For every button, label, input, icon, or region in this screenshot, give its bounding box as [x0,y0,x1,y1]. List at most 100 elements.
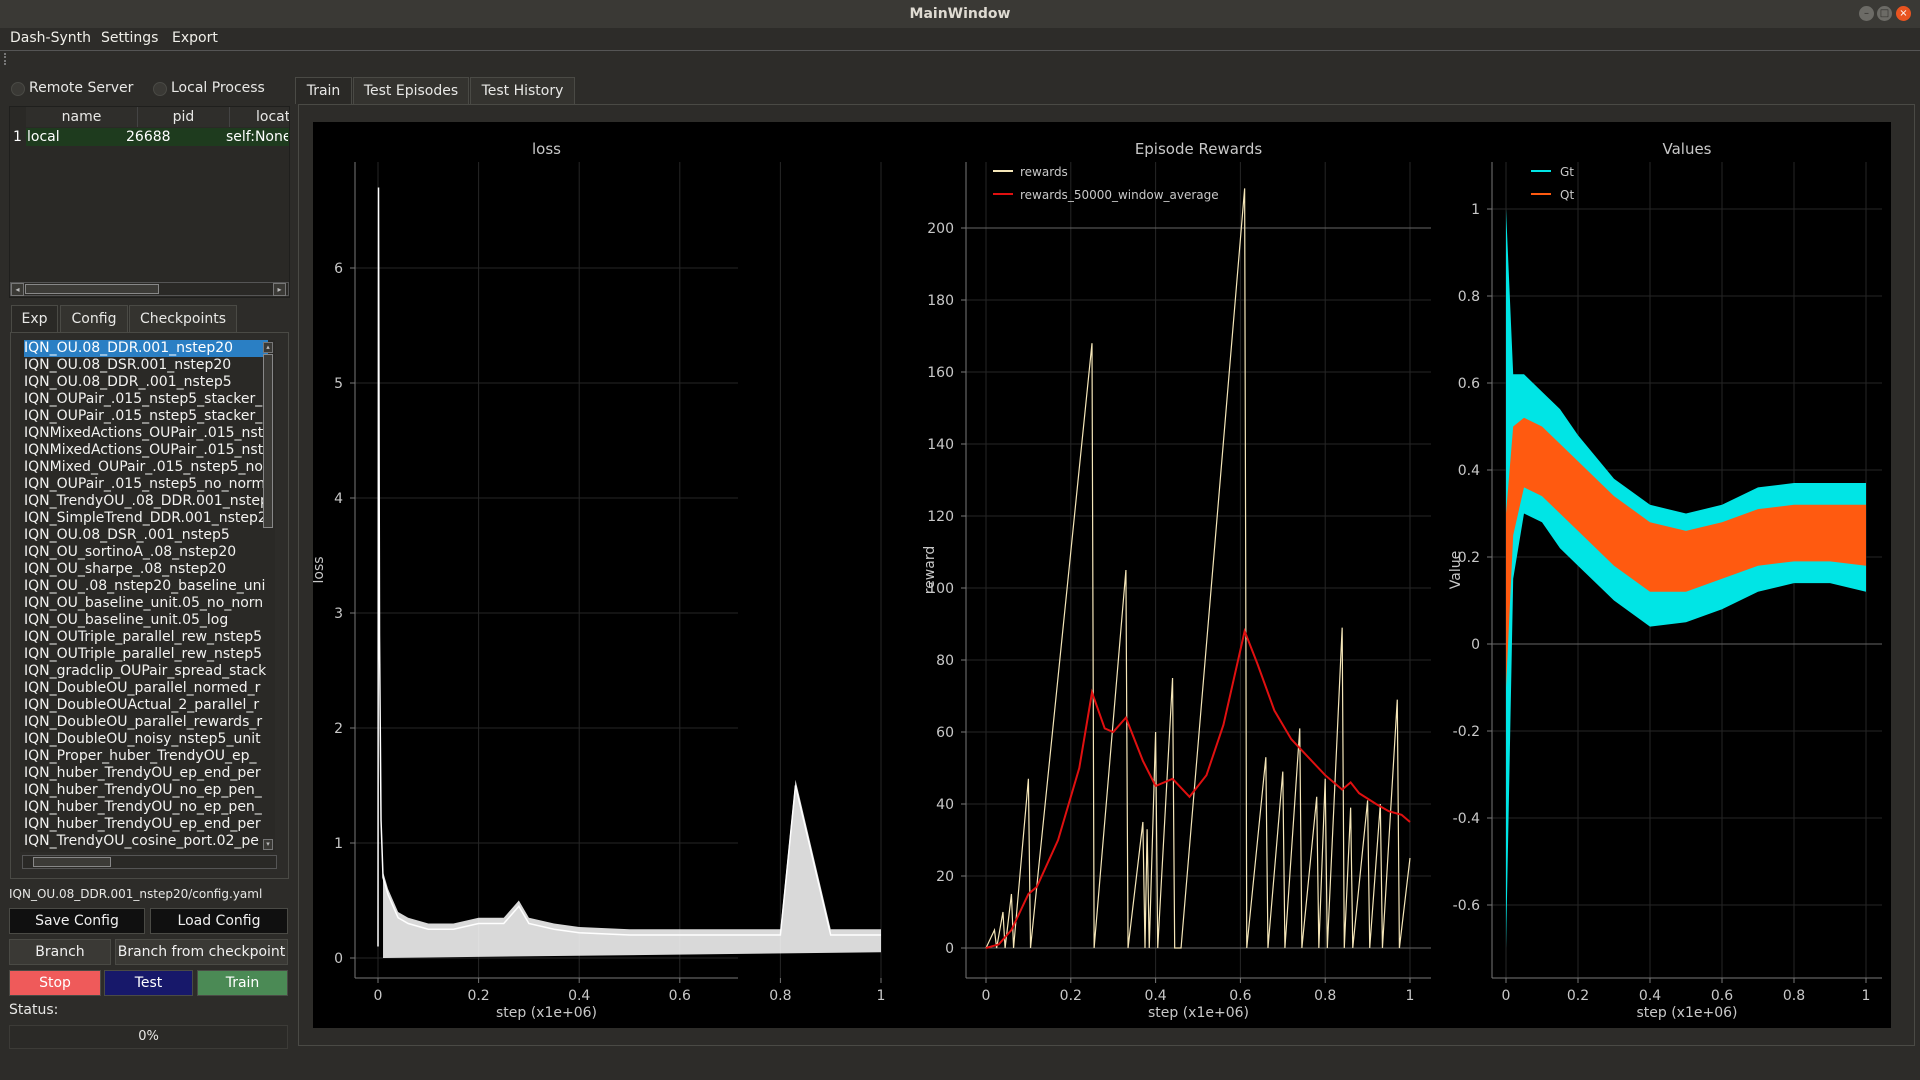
experiment-item[interactable]: IQN_TrendyOU_cosine_port.02_pe [24,833,259,849]
table-row[interactable] [26,128,289,146]
x-tick-label: 0.6 [1711,988,1733,1004]
scrollbar-thumb[interactable] [263,354,273,528]
load-config-button[interactable]: Load Config [150,908,288,934]
tab-test-episodes[interactable]: Test Episodes [353,77,469,104]
experiment-list[interactable]: IQN_OU.08_DDR.001_nstep20 IQN_OU.08_DSR.0… [20,340,275,852]
x-tick-label: 0.8 [1314,988,1336,1004]
scroll-down-icon[interactable]: ▾ [263,839,273,850]
window-title: MainWindow [909,6,1011,22]
experiment-item[interactable]: IQNMixed_OUPair_.015_nstep5_no [24,459,263,475]
tab-config[interactable]: Config [60,305,128,332]
tab-exp[interactable]: Exp [11,305,58,332]
experiment-item[interactable]: IQN_TrendyOU_.08_DDR.001_nstep [24,493,268,509]
y-tick-label: 120 [927,509,954,525]
experiment-item[interactable]: IQN_DoubleOU_parallel_normed_r [24,680,261,696]
x-tick-label: 0 [374,988,383,1004]
experiment-item[interactable]: IQN_DoubleOU_noisy_nstep5_unit [24,731,261,747]
maximize-icon[interactable]: □ [1877,6,1892,21]
experiment-list-scrollbar[interactable]: ▴ ▾ [263,342,273,850]
experiment-item[interactable]: IQN_OUTriple_parallel_rew_nstep5 [24,629,263,645]
experiment-item[interactable]: IQN_huber_TrendyOU_ep_end_per [24,765,261,781]
branch-button[interactable]: Branch [9,939,111,965]
test-button[interactable]: Test [104,970,193,996]
experiment-item[interactable]: IQN_OUTriple_parallel_rew_nstep5 [24,646,263,662]
experiment-list-horizontal-scrollbar[interactable] [22,855,277,869]
scroll-up-icon[interactable]: ▴ [263,342,273,353]
experiment-item[interactable]: IQN_DoubleOU_parallel_rewards_r [24,714,263,730]
menu-export[interactable]: Export [172,30,218,46]
experiment-item[interactable]: IQN_SimpleTrend_DDR.001_nstep2 [24,510,267,526]
x-tick-label: 0.6 [669,988,691,1004]
experiment-item[interactable]: IQN_OUPair_.015_nstep5_stacker_ [24,408,263,424]
stop-button[interactable]: Stop [9,970,101,996]
column-header-name[interactable]: name [26,107,138,127]
plots-svg[interactable]: 0 0.2 0.4 0.6 0.8 1 0 1 2 3 4 5 6 loss step (x1e+06) lo… [311,122,1891,1028]
y-tick-label: 20 [936,869,954,885]
experiment-item[interactable]: IQN_OU_sortinoA_.08_nstep20 [24,544,237,560]
y-axis-label: loss [313,556,327,583]
chart-1 [961,162,1431,983]
experiment-item[interactable]: IQN_huber_TrendyOU_no_ep_pen_ [24,799,262,815]
cell-name[interactable]: local [27,129,60,145]
scroll-left-icon[interactable]: ◂ [11,283,24,296]
process-table[interactable]: name pid locatio 1 local 26688 self:None [9,106,290,298]
column-header-pid[interactable]: pid [138,107,230,127]
experiment-item[interactable]: IQN_Proper_huber_TrendyOU_ep_ [24,748,257,764]
radio-indicator[interactable] [153,82,167,96]
scrollbar-thumb[interactable] [33,857,111,867]
y-tick-label: 0.8 [1458,289,1480,305]
y-tick-label: -0.2 [1453,724,1480,740]
remote-server-radio[interactable]: Remote Server [11,80,134,96]
experiment-item[interactable]: IQN_DoubleOUActual_2_parallel_r [24,697,260,713]
minimize-icon[interactable]: – [1859,6,1874,21]
experiment-item[interactable]: IQN_OU_baseline_unit.05_log [24,612,229,628]
y-tick-label: 40 [936,797,954,813]
scroll-right-icon[interactable]: ▸ [273,283,286,296]
experiment-item[interactable]: IQN_OU.08_DSR_.001_nstep5 [24,527,230,543]
experiment-item[interactable]: IQN_OUPair_.015_nstep5_no_norm [24,476,266,492]
toolbar-grip[interactable] [4,53,10,65]
experiment-item[interactable]: IQN_gradclip_OUPair_spread_stack [24,663,267,679]
x-tick-label: 0.6 [1229,988,1251,1004]
y-tick-label: 100 [927,581,954,597]
x-tick-label: 1 [1406,988,1415,1004]
tab-test-history[interactable]: Test History [470,77,575,104]
experiment-item[interactable]: IQN_huber_TrendyOU_no_ep_pen_ [24,782,262,798]
local-process-radio[interactable]: Local Process [153,80,265,96]
x-tick-label: 0.4 [1144,988,1166,1004]
experiment-item[interactable]: IQNMixedActions_OUPair_.015_nst [24,442,264,458]
y-tick-label: 180 [927,293,954,309]
y-tick-label: 6 [334,261,343,277]
legend-entry: Gt [1560,165,1574,179]
title-bar: MainWindow – □ × [0,0,1920,29]
close-icon[interactable]: × [1896,6,1911,21]
remote-server-label: Remote Server [29,80,134,96]
experiment-item[interactable]: IQN_OU_.08_nstep20_baseline_uni [24,578,266,594]
experiment-item[interactable]: IQN_huber_TrendyOU_ep_end_per [24,816,261,832]
save-config-button[interactable]: Save Config [9,908,145,934]
branch-from-checkpoint-button[interactable]: Branch from checkpoint [115,939,288,965]
scrollbar-thumb[interactable] [25,284,159,294]
column-header-location[interactable]: locatio [230,107,289,127]
experiment-item[interactable]: IQNMixedActions_OUPair_.015_nst [24,425,264,441]
experiment-item[interactable]: IQN_OU_baseline_unit.05_no_norn [24,595,264,611]
menu-dash-synth[interactable]: Dash-Synth [10,30,91,46]
x-tick-label: 0 [1502,988,1511,1004]
tab-checkpoints[interactable]: Checkpoints [129,305,237,332]
experiment-item[interactable]: IQN_OU.08_DDR.001_nstep20 [24,340,268,357]
experiment-item[interactable]: IQN_OU.08_DSR.001_nstep20 [24,357,232,373]
radio-indicator[interactable] [11,82,25,96]
tab-train[interactable]: Train [295,77,352,104]
menu-settings[interactable]: Settings [101,30,159,46]
y-axis-label: reward [922,546,938,595]
experiment-item[interactable]: IQN_OU_sharpe_.08_nstep20 [24,561,227,577]
cell-pid[interactable]: 26688 [126,129,171,145]
cell-location[interactable]: self:None [226,129,288,145]
chart-title: Values [1662,140,1711,158]
experiment-item[interactable]: IQN_OU.08_DDR_.001_nstep5 [24,374,232,390]
menu-bar: Dash-Synth Settings Export [0,28,1920,50]
train-button[interactable]: Train [197,970,288,996]
chart-0 [350,162,882,983]
experiment-item[interactable]: IQN_OUPair_.015_nstep5_stacker_ [24,391,263,407]
table-horizontal-scrollbar[interactable] [10,282,289,296]
